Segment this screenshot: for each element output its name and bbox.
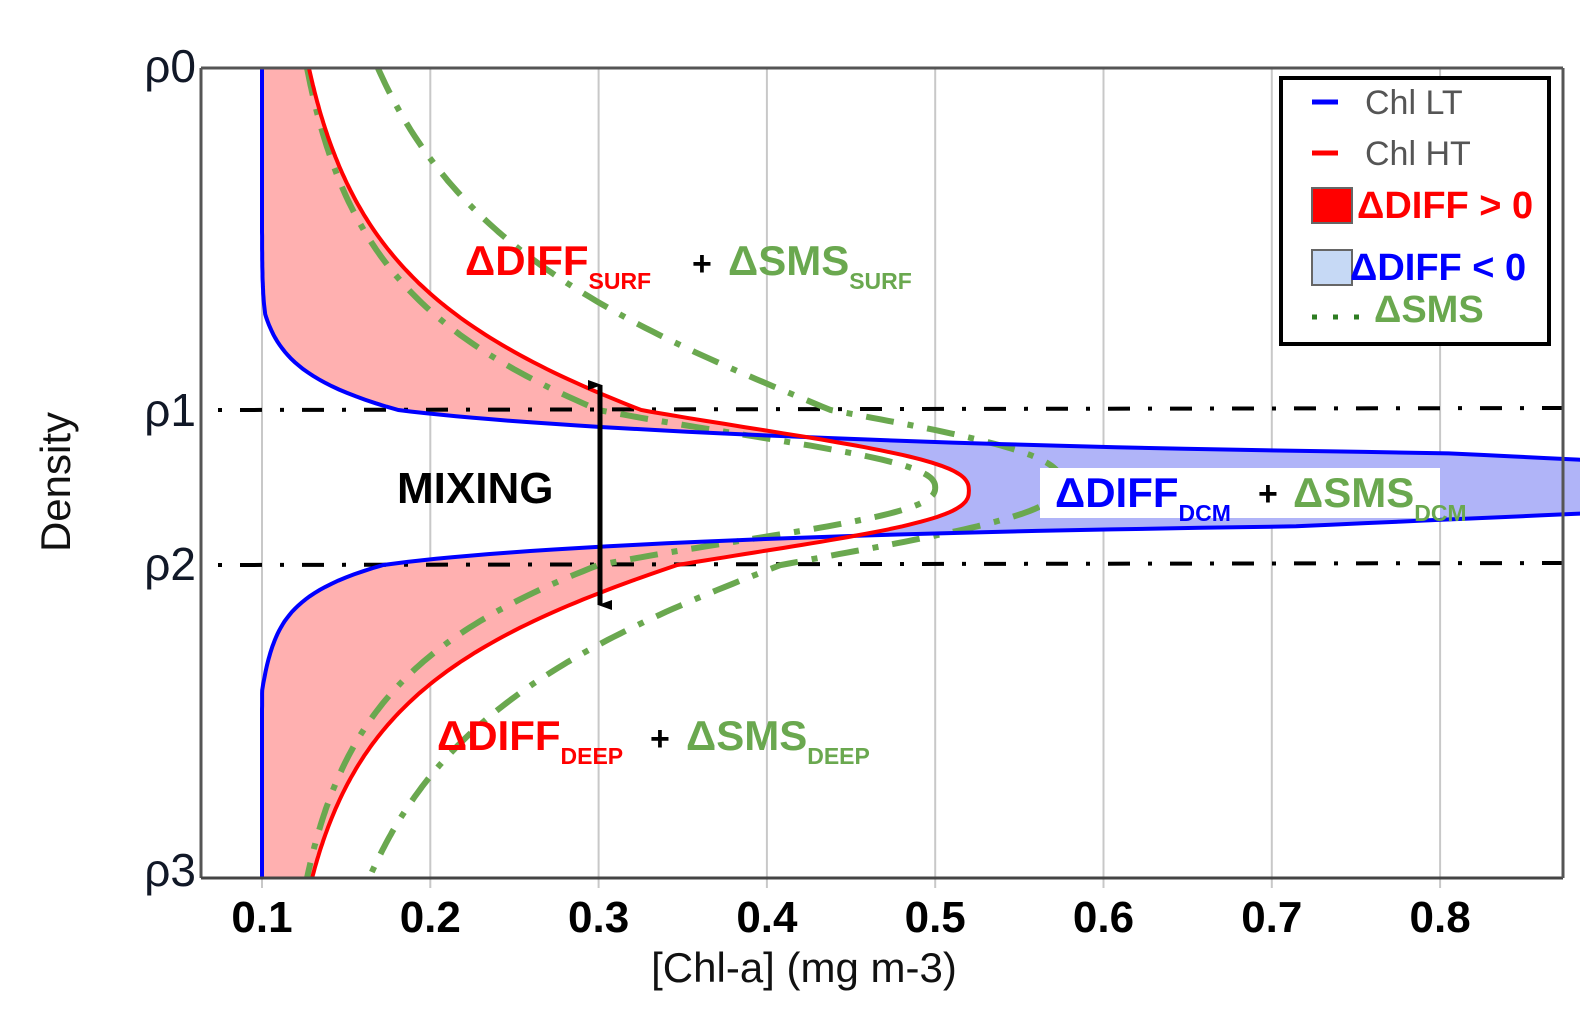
legend-item-sms: ΔSMS [1312, 289, 1484, 331]
series-lines [260, 66, 1580, 880]
legend-label-chl-ht: Chl HT [1365, 135, 1471, 173]
x-tick-label: 0.4 [736, 893, 798, 942]
y-tick-label: ρ2 [144, 538, 196, 590]
annotation-surf-diff: ΔDIFFSURF [465, 237, 651, 294]
x-tick-label: 0.2 [400, 893, 461, 942]
series-line-chl-lt [260, 68, 1580, 878]
y-tick-label: ρ0 [144, 40, 196, 92]
legend-item-chl-ht: Chl HT [1312, 135, 1471, 173]
x-axis-label: [Chl-a] (mg m-3) [651, 944, 957, 991]
legend-label-diff-neg: ΔDIFF < 0 [1350, 247, 1526, 289]
legend-swatch-diff-neg [1311, 249, 1353, 286]
legend-item-diff-neg: ΔDIFF < 0 [1311, 247, 1526, 289]
y-tick-label: ρ3 [144, 844, 196, 896]
annotation-deep-plus: + [650, 720, 670, 758]
annotation-dcm: ΔDIFFDCM + ΔSMSDCM [1040, 468, 1467, 526]
fill-diff-positive [262, 537, 848, 878]
annotation-dcm-plus: + [1258, 475, 1278, 513]
annotation-dcm-sms: ΔSMSDCM [1293, 469, 1467, 526]
x-tick-label: 0.1 [231, 893, 292, 942]
annotation-dcm-diff: ΔDIFFDCM [1055, 469, 1231, 526]
x-tick-labels: 0.1 0.2 0.3 0.4 0.5 0.6 0.7 0.8 [231, 893, 1470, 942]
legend-swatch-diff-pos [1311, 187, 1353, 224]
y-axis-label: Density [32, 412, 79, 552]
x-tick-label: 0.6 [1073, 893, 1134, 942]
series-line-sms-outer [366, 66, 1065, 880]
legend: Chl LT Chl HT ΔDIFF > 0 ΔDIFF < 0 ΔSMS [1279, 76, 1551, 346]
annotation-deep-diff: ΔDIFFDEEP [437, 712, 623, 769]
axes [199, 66, 1565, 880]
x-tick-label: 0.7 [1241, 893, 1302, 942]
legend-item-diff-pos: ΔDIFF > 0 [1311, 185, 1533, 227]
annotation-deep-sms: ΔSMSDEEP [686, 712, 870, 769]
legend-item-chl-lt: Chl LT [1312, 84, 1463, 122]
annotation-surf: ΔDIFFSURF + ΔSMSSURF [465, 237, 912, 294]
annotation-surf-plus: + [692, 245, 712, 283]
reference-line-rho2 [217, 561, 1580, 567]
series-line-chl-ht [306, 67, 971, 879]
x-tick-label: 0.8 [1410, 893, 1471, 942]
y-tick-labels: ρ0 ρ1 ρ2 ρ3 [144, 40, 196, 896]
legend-label-diff-pos: ΔDIFF > 0 [1357, 185, 1533, 227]
mixing-label: MIXING [397, 464, 553, 513]
fill-diff-positive [262, 68, 825, 438]
series-line-sms-inner [304, 67, 939, 879]
legend-label-sms: ΔSMS [1374, 289, 1484, 331]
x-tick-label: 0.3 [568, 893, 629, 942]
y-tick-label: ρ1 [144, 384, 196, 436]
x-tick-label: 0.5 [905, 893, 966, 942]
legend-label-chl-lt: Chl LT [1365, 84, 1463, 122]
annotation-deep: ΔDIFFDEEP + ΔSMSDEEP [437, 712, 870, 769]
annotation-dcm-background [1040, 468, 1440, 518]
reference-lines [217, 406, 1580, 567]
annotation-surf-sms: ΔSMSSURF [728, 237, 912, 294]
reference-line-rho1 [217, 406, 1580, 412]
